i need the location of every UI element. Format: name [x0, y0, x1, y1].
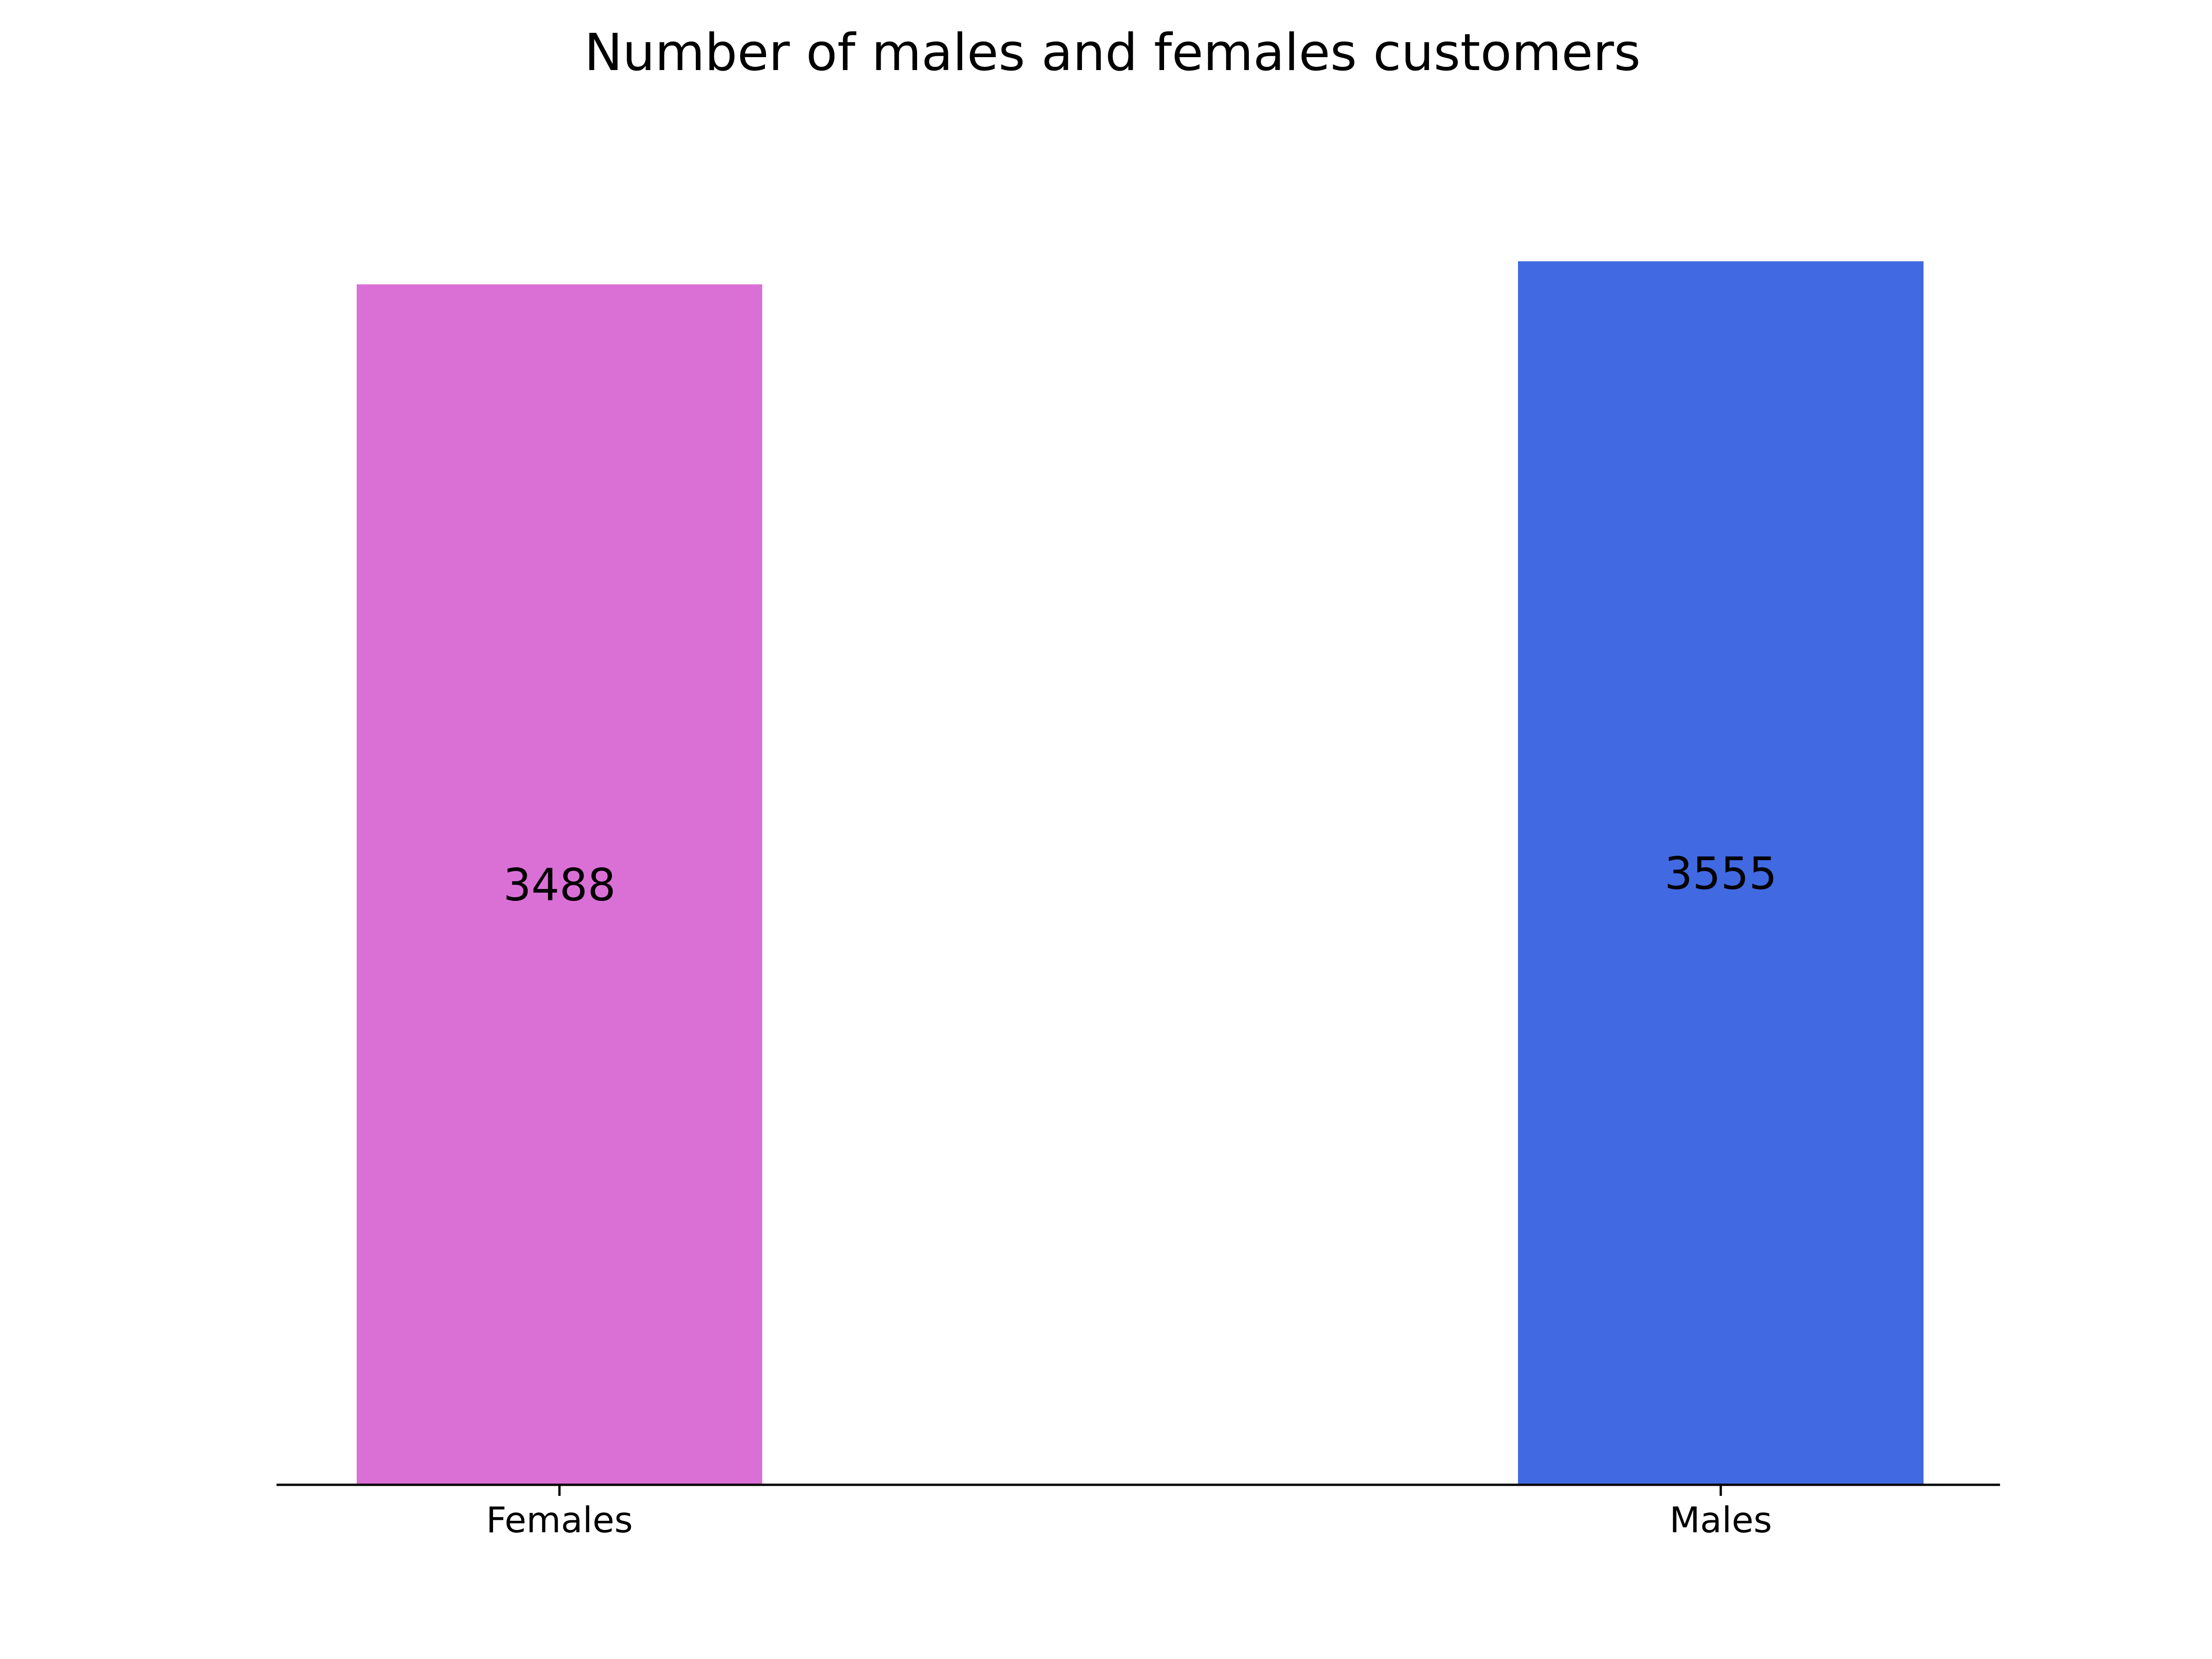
x-tick-label-females: Females: [486, 1500, 633, 1541]
bar-labels-layer: 3488 3555: [503, 848, 1777, 911]
x-tick-label-males: Males: [1670, 1500, 1772, 1541]
bar-females: [357, 284, 762, 1485]
bars-layer: [357, 261, 1924, 1485]
x-ticks-layer: Females Males: [486, 1485, 1772, 1541]
bar-value-label-males: 3555: [1665, 848, 1777, 900]
bar-value-label-females: 3488: [503, 859, 616, 911]
chart-title: Number of males and females customers: [584, 23, 1641, 82]
bar-males: [1518, 261, 1924, 1485]
